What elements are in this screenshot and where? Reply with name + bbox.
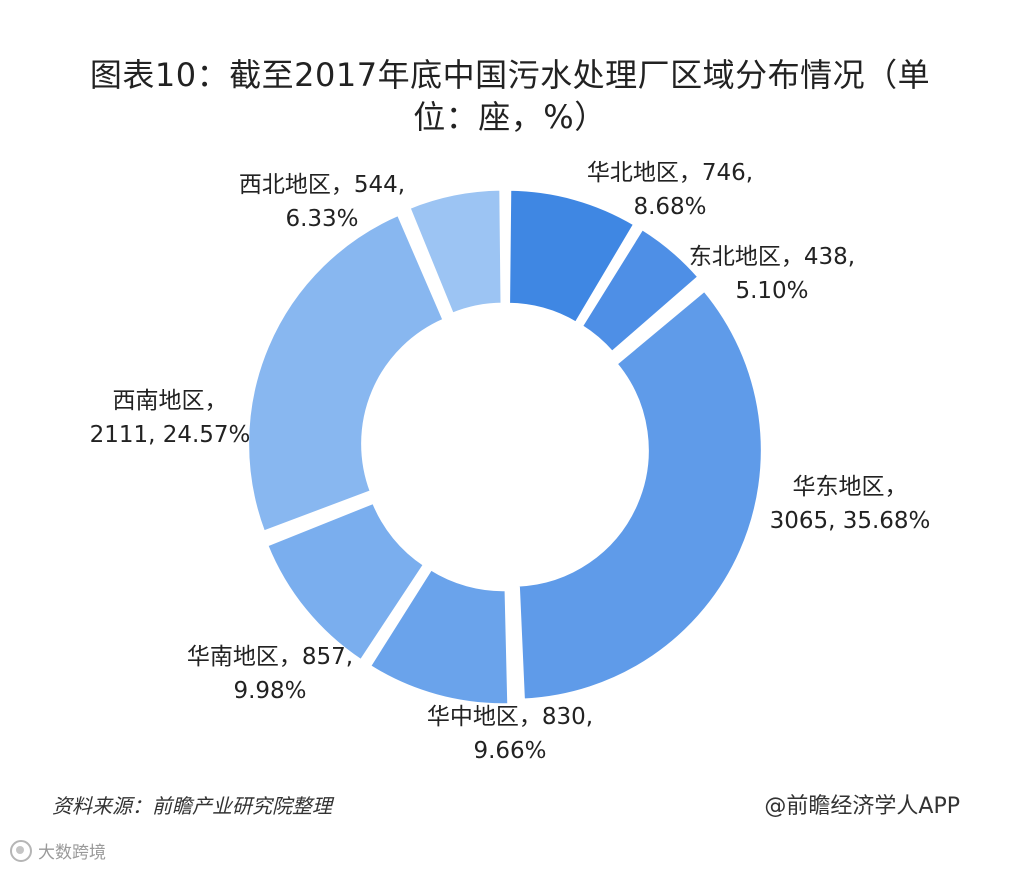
watermark: 大数跨境	[10, 838, 106, 863]
credit-text: @前瞻经济学人APP	[764, 794, 960, 819]
chart-title: 图表10：截至2017年底中国污水处理厂区域分布情况（单 位：座，%）	[70, 54, 950, 138]
slice-label-xinan: 西南地区， 2111, 24.57%	[89, 388, 251, 448]
slice-dongbei	[579, 226, 702, 355]
slice-label-huazhong: 华中地区，830, 9.66%	[426, 704, 594, 764]
slice-xinan	[246, 212, 446, 534]
slice-huanan	[264, 500, 427, 663]
watermark-text: 大数跨境	[38, 843, 106, 863]
chart-title-line1: 图表10：截至2017年底中国污水处理厂区域分布情况（单	[89, 56, 931, 94]
slice-label-huadong: 华东地区， 3065, 35.68%	[769, 474, 931, 534]
slice-xibei	[407, 187, 504, 317]
slice-label-xibei: 西北地区，544, 6.33%	[238, 172, 406, 232]
slice-huazhong	[367, 566, 511, 707]
slice-huabei	[507, 187, 637, 326]
slice-label-dongbei: 东北地区，438, 5.10%	[688, 244, 856, 304]
slice-label-huabei: 华北地区，746, 8.68%	[586, 160, 754, 220]
slice-label-huanan: 华南地区，857, 9.98%	[186, 644, 354, 704]
chart-title-line2: 位：座，%）	[413, 98, 607, 136]
watermark-logo-icon	[10, 839, 32, 862]
slice-huadong	[516, 288, 764, 702]
source-note: 资料来源：前瞻产业研究院整理	[52, 794, 332, 818]
